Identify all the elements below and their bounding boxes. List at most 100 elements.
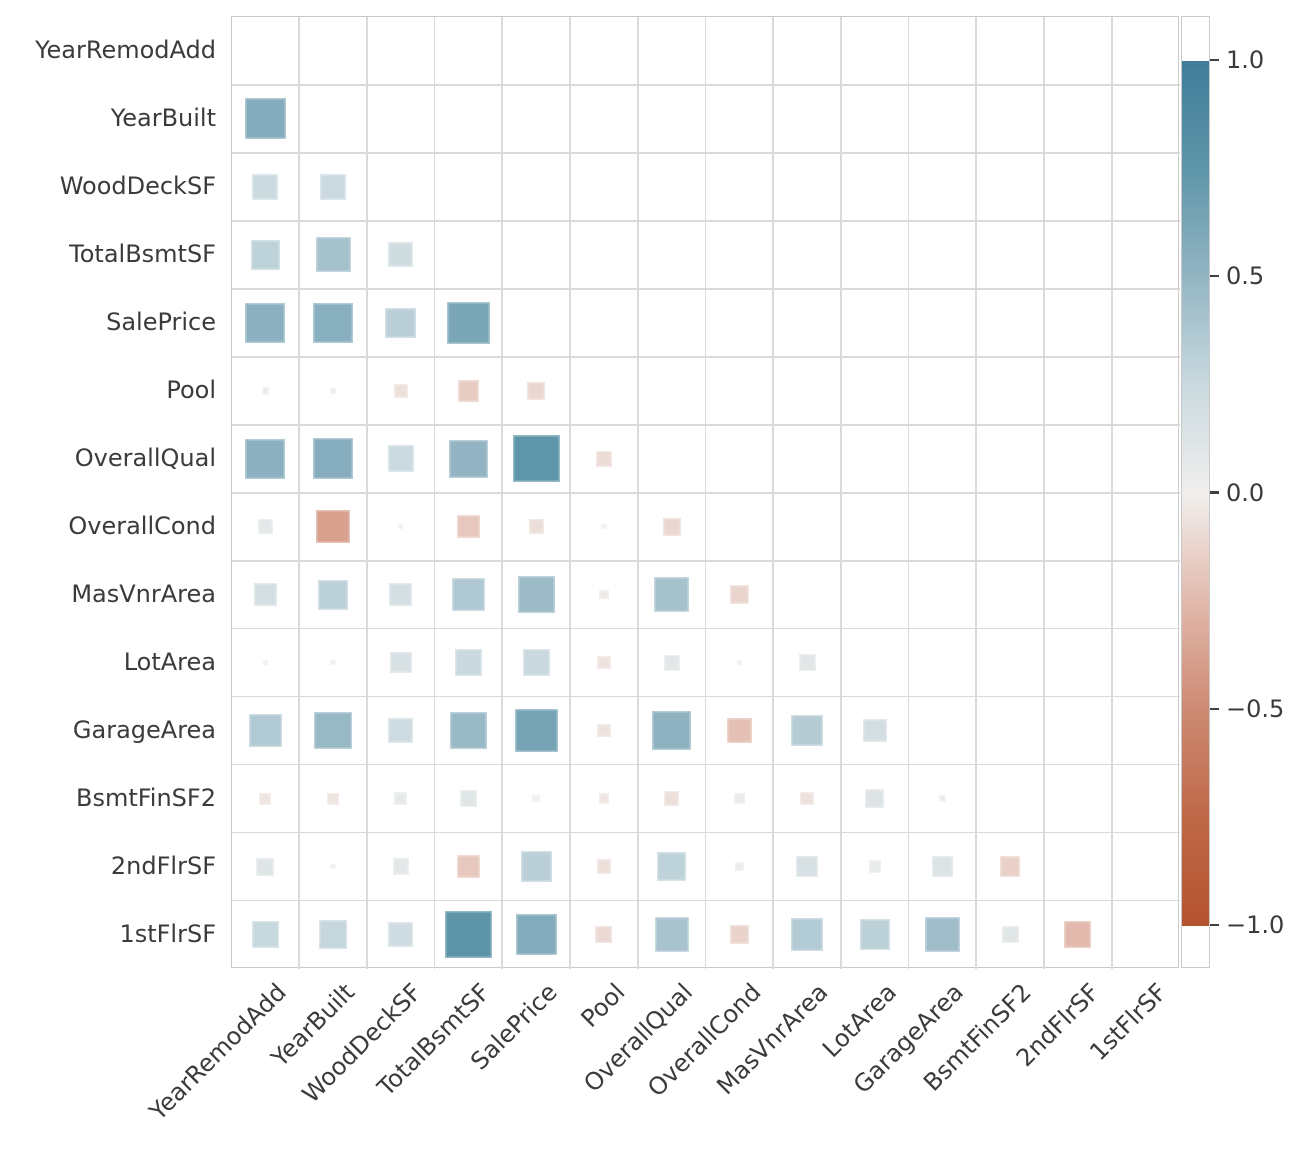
corr-square-MasVnrArea-TotalBsmtSF	[452, 578, 485, 612]
y-label-TotalBsmtSF: TotalBsmtSF	[69, 239, 216, 268]
colorbar-tick-label: 1.0	[1226, 46, 1265, 74]
corr-square-BsmtFinSF2-Pool	[598, 793, 610, 804]
colorbar-tick-label: 0.0	[1226, 478, 1265, 507]
corr-square-OverallQual-WoodDeckSF	[387, 445, 415, 473]
corr-square-MasVnrArea-SalePrice	[517, 576, 555, 614]
corr-square-1stFlrSF-SalePrice	[515, 913, 557, 956]
grid-line-vertical	[975, 17, 978, 969]
colorbar-tick-label: 0.5	[1226, 262, 1265, 291]
corr-square-2ndFlrSF-WoodDeckSF	[392, 858, 409, 875]
corr-square-2ndFlrSF-OverallCond	[734, 861, 745, 872]
colorbar-tick-mark	[1210, 58, 1219, 62]
corr-square-SalePrice-TotalBsmtSF	[447, 301, 490, 345]
corr-square-LotArea-MasVnrArea	[798, 654, 816, 672]
corr-square-SalePrice-WoodDeckSF	[385, 307, 417, 339]
y-label-LotArea: LotArea	[123, 647, 216, 676]
corr-square-MasVnrArea-WoodDeckSF	[389, 583, 413, 607]
corr-square-BsmtFinSF2-GarageArea	[938, 794, 947, 803]
corr-square-OverallCond-OverallQual	[662, 517, 681, 536]
grid-line-horizontal	[231, 627, 1180, 630]
grid-line-vertical	[1043, 17, 1045, 969]
corr-square-GarageArea-OverallCond	[726, 717, 753, 744]
corr-square-BsmtFinSF2-YearRemodAdd	[259, 792, 272, 805]
grid-line-vertical	[907, 17, 910, 969]
grid-line-horizontal	[231, 831, 1180, 834]
corr-square-1stFlrSF-YearRemodAdd	[251, 920, 280, 949]
corr-square-OverallQual-SalePrice	[512, 435, 560, 483]
corr-square-MasVnrArea-YearRemodAdd	[253, 583, 277, 607]
corr-square-GarageArea-Pool	[597, 723, 611, 738]
corr-square-LotArea-TotalBsmtSF	[454, 649, 483, 677]
corr-square-2ndFlrSF-SalePrice	[520, 851, 552, 882]
colorbar-tick-label: −1.0	[1226, 911, 1285, 939]
corr-square-1stFlrSF-Pool	[595, 925, 613, 944]
corr-square-OverallCond-YearRemodAdd	[257, 519, 273, 535]
x-label-Pool: Pool	[575, 977, 631, 1033]
colorbar	[1181, 16, 1210, 968]
corr-square-OverallCond-WoodDeckSF	[398, 524, 404, 530]
y-label-2ndFlrSF: 2ndFlrSF	[110, 851, 216, 880]
corr-square-BsmtFinSF2-SalePrice	[532, 794, 541, 803]
corr-square-2ndFlrSF-OverallQual	[656, 851, 687, 882]
corr-square-2ndFlrSF-YearRemodAdd	[256, 857, 275, 876]
y-label-YearRemodAdd: YearRemodAdd	[35, 35, 216, 64]
grid-line-horizontal	[231, 899, 1180, 902]
corr-square-GarageArea-YearRemodAdd	[249, 714, 282, 747]
corr-square-OverallCond-TotalBsmtSF	[457, 515, 480, 539]
corr-square-WoodDeckSF-YearBuilt	[319, 173, 347, 201]
grid-line-horizontal	[231, 695, 1180, 698]
corr-square-GarageArea-SalePrice	[514, 709, 558, 753]
corr-square-SalePrice-YearRemodAdd	[245, 302, 286, 343]
corr-square-GarageArea-YearBuilt	[314, 711, 352, 750]
corr-square-GarageArea-MasVnrArea	[791, 714, 823, 747]
corr-square-LotArea-SalePrice	[522, 649, 550, 677]
corr-square-LotArea-Pool	[597, 656, 611, 670]
corr-square-1stFlrSF-TotalBsmtSF	[444, 910, 493, 959]
corr-square-SalePrice-YearBuilt	[312, 302, 354, 343]
corr-square-1stFlrSF-MasVnrArea	[791, 918, 824, 951]
corr-square-OverallCond-YearBuilt	[316, 510, 350, 544]
y-label-GarageArea: GarageArea	[72, 715, 216, 744]
y-label-1stFlrSF: 1stFlrSF	[119, 919, 216, 948]
corr-square-1stFlrSF-LotArea	[859, 919, 890, 950]
corr-square-Pool-YearBuilt	[330, 388, 336, 394]
corr-square-LotArea-YearBuilt	[330, 659, 336, 666]
corr-square-2ndFlrSF-Pool	[596, 859, 612, 874]
corr-square-LotArea-OverallQual	[663, 654, 680, 671]
grid-line-vertical	[840, 17, 842, 969]
corr-square-TotalBsmtSF-YearRemodAdd	[250, 240, 281, 270]
corr-square-LotArea-WoodDeckSF	[389, 651, 412, 674]
colorbar-tick-mark	[1210, 491, 1219, 494]
corr-square-TotalBsmtSF-WoodDeckSF	[388, 242, 414, 268]
corr-square-OverallCond-SalePrice	[528, 519, 544, 535]
corr-square-2ndFlrSF-YearBuilt	[330, 863, 336, 870]
y-label-BsmtFinSF2: BsmtFinSF2	[75, 783, 216, 812]
y-label-OverallCond: OverallCond	[68, 511, 216, 540]
y-label-SalePrice: SalePrice	[106, 307, 216, 336]
corr-square-BsmtFinSF2-TotalBsmtSF	[459, 790, 478, 808]
corr-square-YearBuilt-YearRemodAdd	[244, 98, 286, 140]
corr-square-2ndFlrSF-TotalBsmtSF	[457, 855, 480, 879]
grid-line-vertical	[1110, 17, 1113, 969]
colorbar-tick-mark	[1210, 707, 1219, 710]
grid-line-horizontal	[231, 491, 1180, 494]
corr-square-WoodDeckSF-YearRemodAdd	[252, 173, 279, 200]
corr-square-BsmtFinSF2-WoodDeckSF	[394, 791, 408, 806]
corr-square-OverallQual-YearBuilt	[312, 438, 354, 480]
corr-square-TotalBsmtSF-YearBuilt	[315, 237, 351, 273]
corr-square-OverallQual-TotalBsmtSF	[449, 439, 488, 478]
corr-square-BsmtFinSF2-OverallQual	[664, 791, 679, 806]
y-label-YearBuilt: YearBuilt	[110, 103, 216, 132]
corr-square-OverallQual-YearRemodAdd	[245, 438, 286, 479]
y-label-OverallQual: OverallQual	[74, 443, 216, 472]
corr-square-MasVnrArea-Pool	[599, 590, 609, 600]
corr-square-1stFlrSF-YearBuilt	[318, 920, 348, 949]
grid-line-horizontal	[231, 763, 1180, 766]
corr-square-2ndFlrSF-MasVnrArea	[796, 855, 818, 878]
corr-square-GarageArea-LotArea	[862, 718, 887, 743]
corr-square-2ndFlrSF-GarageArea	[932, 856, 953, 877]
corr-square-1stFlrSF-WoodDeckSF	[388, 921, 414, 948]
corr-square-Pool-YearRemodAdd	[261, 386, 270, 395]
corr-square-1stFlrSF-OverallQual	[654, 917, 689, 952]
